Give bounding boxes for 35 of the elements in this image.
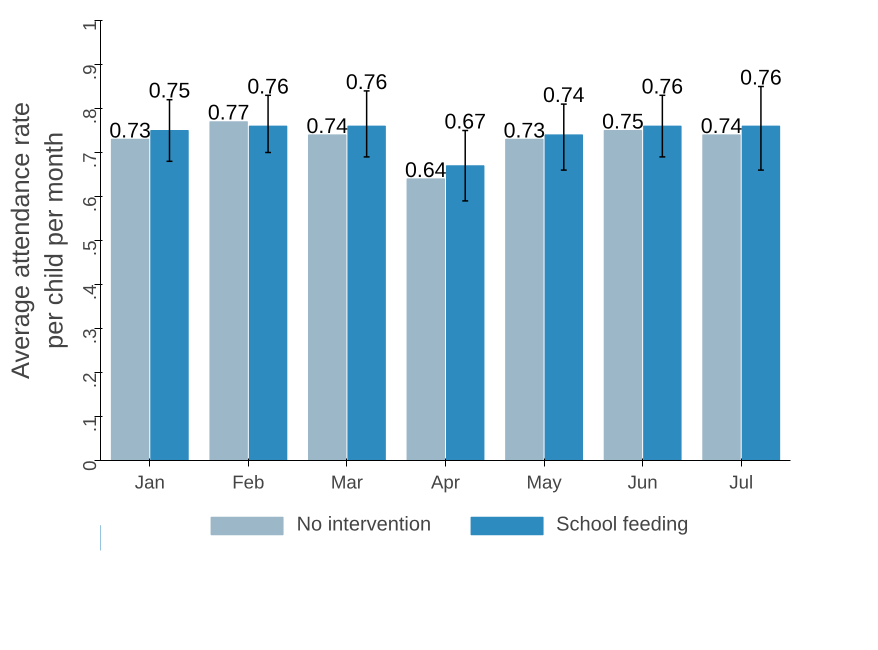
data-label: 0.76	[740, 66, 782, 90]
legend-label: School feeding	[556, 514, 688, 536]
x-tick-label: Jun	[628, 472, 658, 492]
y-tick-label: .1	[79, 416, 100, 432]
y-tick-label: 1	[79, 20, 100, 31]
x-tick-label: Jan	[134, 472, 165, 492]
y-tick-label: 0	[79, 460, 100, 471]
y-tick-label: .7	[79, 152, 100, 168]
y-axis-title: Average attendance rate per child per month	[6, 102, 68, 379]
y-tick-label: .5	[79, 240, 100, 256]
data-label: 0.74	[306, 114, 348, 138]
data-label: 0.74	[543, 83, 585, 108]
data-label: 0.76	[247, 74, 289, 98]
x-tick-label: Apr	[430, 472, 460, 492]
y-tick-label: .2	[79, 372, 100, 388]
data-label: 0.76	[346, 70, 388, 94]
data-label: 0.75	[602, 110, 644, 134]
data-label: 0.67	[444, 110, 486, 134]
y-tick-label: .9	[79, 64, 100, 80]
legend-label: No intervention	[296, 514, 432, 536]
data-label: 0.75	[148, 78, 190, 103]
y-tick-label: .8	[79, 108, 100, 124]
x-tick-label: Jul	[729, 472, 754, 492]
data-label: 0.76	[642, 74, 684, 98]
data-label: 0.77	[208, 100, 250, 125]
y-tick-label: .6	[79, 196, 100, 212]
x-tick-label: May	[526, 472, 562, 492]
y-tick-label: .4	[79, 284, 100, 300]
data-label: 0.73	[109, 118, 151, 142]
x-tick-label: Feb	[232, 472, 264, 492]
x-tick-label: Mar	[330, 472, 364, 492]
data-label: 0.64	[405, 158, 447, 182]
data-label: 0.74	[700, 114, 742, 138]
y-tick-label: .3	[79, 328, 100, 344]
data-label: 0.73	[504, 118, 546, 142]
